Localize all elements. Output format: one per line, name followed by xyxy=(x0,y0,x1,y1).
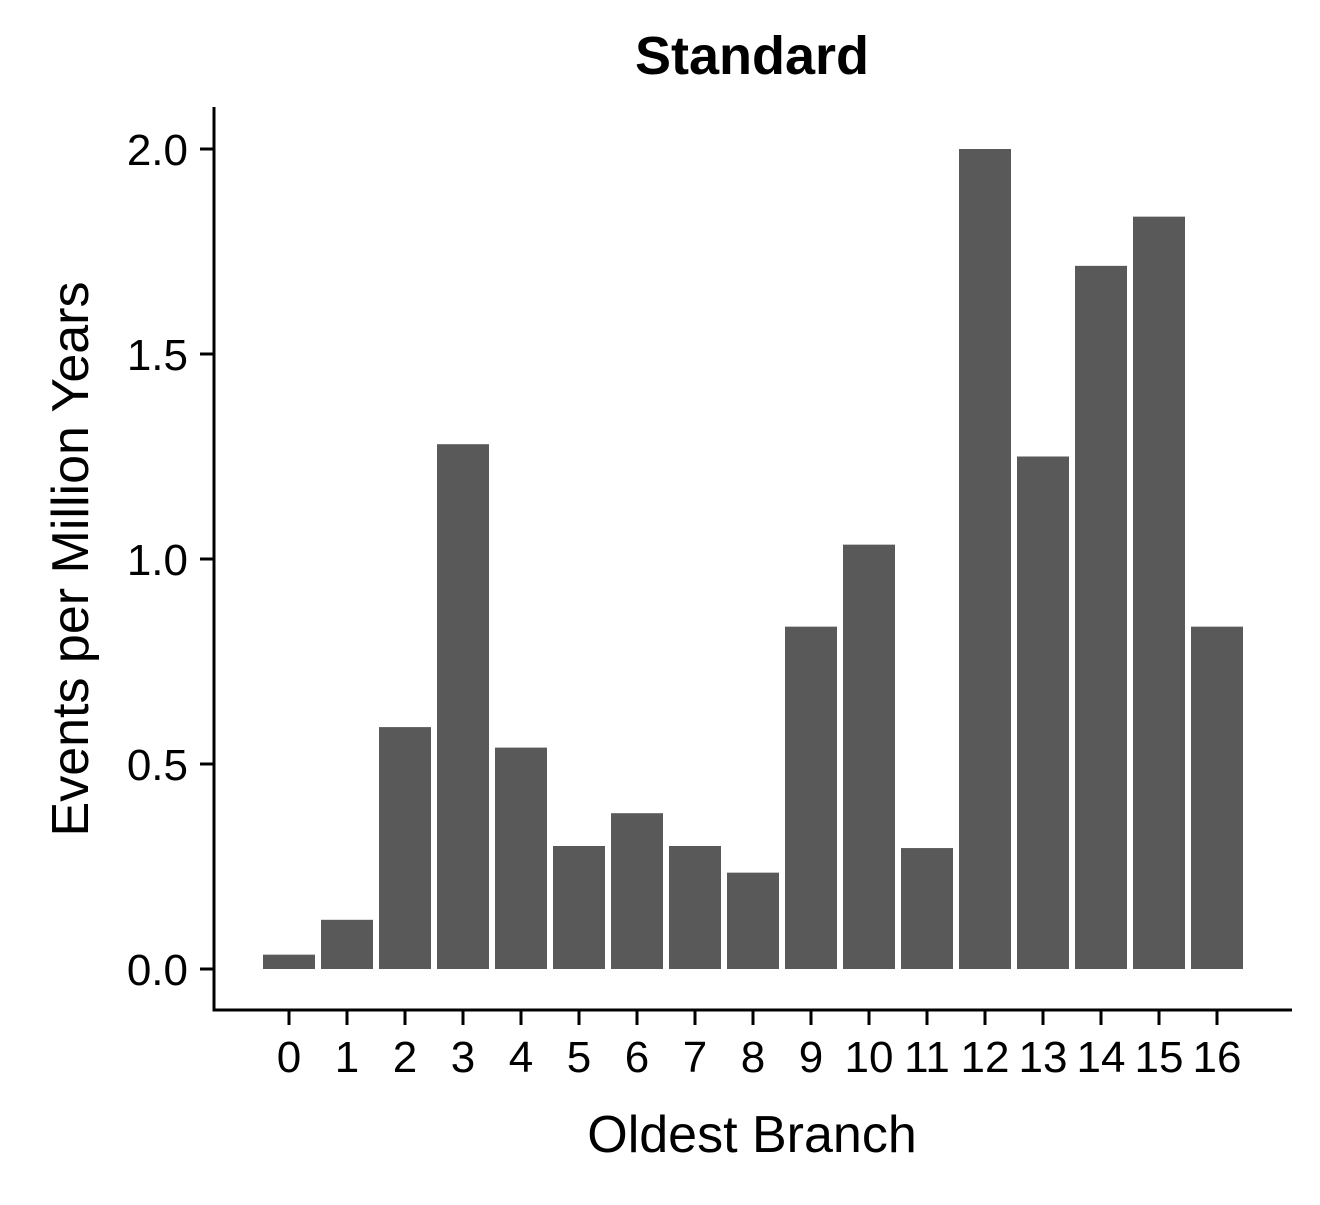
bar-6 xyxy=(611,813,663,969)
bar-16 xyxy=(1191,626,1243,969)
bar-13 xyxy=(1017,456,1069,969)
bar-15 xyxy=(1133,216,1185,969)
x-tick-label: 0 xyxy=(277,1033,301,1082)
y-tick-label: 2.0 xyxy=(127,126,188,175)
x-tick-label: 16 xyxy=(1193,1033,1242,1082)
bar-5 xyxy=(553,846,605,969)
x-axis-label: Oldest Branch xyxy=(587,1106,917,1164)
bar-1 xyxy=(321,919,373,969)
bar-7 xyxy=(669,846,721,969)
x-tick-label: 1 xyxy=(335,1033,359,1082)
bar-11 xyxy=(901,848,953,969)
x-ticks-group: 0 1 2 3 4 5 6 7 8 9 10 11 12 13 14 15 16 xyxy=(277,1011,1242,1082)
y-ticks-group: 0.0 0.5 1.0 1.5 2.0 xyxy=(127,126,214,995)
x-tick-label: 8 xyxy=(741,1033,765,1082)
x-tick-label: 3 xyxy=(451,1033,475,1082)
bar-0 xyxy=(263,954,315,969)
x-tick-label: 4 xyxy=(509,1033,533,1082)
y-tick-label: 0.0 xyxy=(127,946,188,995)
x-tick-label: 10 xyxy=(845,1033,894,1082)
bar-4 xyxy=(495,747,547,969)
x-tick-label: 15 xyxy=(1135,1033,1184,1082)
x-tick-label: 14 xyxy=(1077,1033,1126,1082)
bar-10 xyxy=(843,544,895,969)
x-tick-label: 12 xyxy=(961,1033,1010,1082)
chart-title: Standard xyxy=(635,26,869,86)
bar-3 xyxy=(437,444,489,969)
bar-12 xyxy=(959,149,1011,969)
x-tick-label: 9 xyxy=(799,1033,823,1082)
x-tick-label: 2 xyxy=(393,1033,417,1082)
bar-9 xyxy=(785,626,837,969)
y-tick-label: 0.5 xyxy=(127,741,188,790)
x-tick-label: 6 xyxy=(625,1033,649,1082)
y-tick-label: 1.5 xyxy=(127,331,188,380)
x-tick-label: 11 xyxy=(904,1033,950,1082)
x-tick-label: 13 xyxy=(1019,1033,1068,1082)
bar-2 xyxy=(379,727,431,969)
bar-8 xyxy=(727,872,779,969)
y-axis-label: Events per Million Years xyxy=(42,282,100,837)
x-tick-label: 7 xyxy=(683,1033,707,1082)
y-tick-label: 1.0 xyxy=(127,536,188,585)
bar-14 xyxy=(1075,265,1127,970)
bars-group xyxy=(263,149,1243,970)
x-tick-label: 5 xyxy=(567,1033,591,1082)
